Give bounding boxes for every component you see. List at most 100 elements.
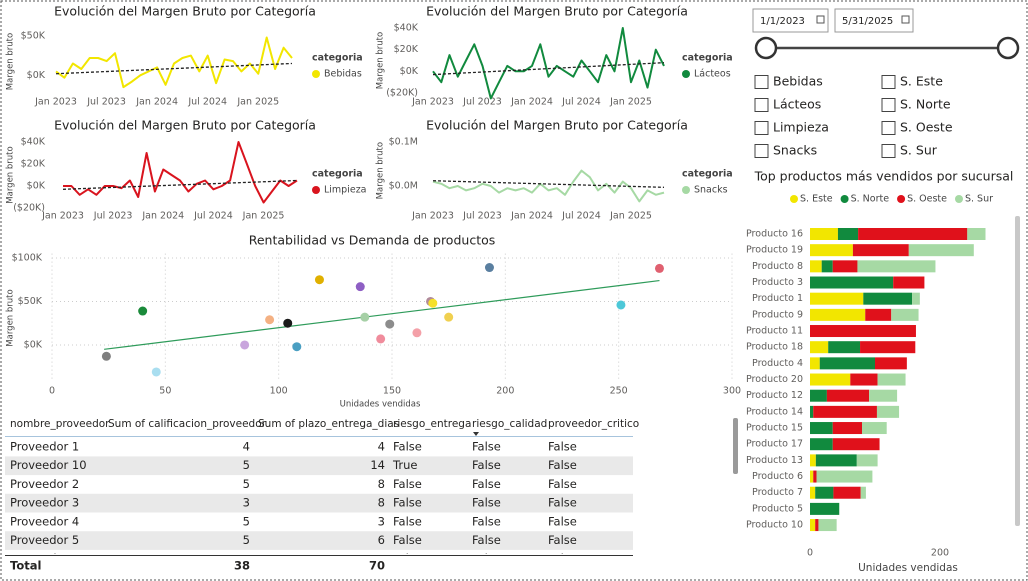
table-header[interactable]: Sum of calificacion_proveedor xyxy=(108,418,267,430)
bar-segment[interactable] xyxy=(826,389,870,402)
scatter-point[interactable] xyxy=(376,334,386,344)
checkbox-label[interactable]: S. Este xyxy=(900,74,943,89)
bar-segment[interactable] xyxy=(863,292,913,305)
scatter-point[interactable] xyxy=(385,319,395,329)
bar-segment[interactable] xyxy=(833,486,861,499)
scatter-point[interactable] xyxy=(444,312,454,322)
scatter-point[interactable] xyxy=(412,328,422,338)
scatter-point[interactable] xyxy=(355,282,365,292)
bar-segment[interactable] xyxy=(810,519,816,532)
bar-segment[interactable] xyxy=(810,389,827,402)
bar-segment[interactable] xyxy=(852,244,909,257)
checkbox[interactable] xyxy=(881,75,896,89)
bar-segment[interactable] xyxy=(891,308,919,321)
bar-segment[interactable] xyxy=(912,292,920,305)
scatter-point[interactable] xyxy=(616,300,626,310)
checkbox-label[interactable]: Lácteos xyxy=(773,97,821,112)
bar-segment[interactable] xyxy=(810,470,814,483)
checkbox[interactable] xyxy=(754,98,769,112)
bar-segment[interactable] xyxy=(810,422,833,435)
bar-segment[interactable] xyxy=(810,486,816,499)
checkbox[interactable] xyxy=(754,121,769,135)
table-header[interactable]: nombre_proveedor xyxy=(10,418,110,430)
date-input[interactable] xyxy=(752,8,829,33)
bar-segment[interactable] xyxy=(810,260,822,273)
bar-segment[interactable] xyxy=(828,341,861,354)
scatter-point[interactable] xyxy=(240,340,250,350)
bar-segment[interactable] xyxy=(815,454,857,467)
bar-segment[interactable] xyxy=(862,422,887,435)
scatter-point[interactable] xyxy=(101,351,111,361)
bar-segment[interactable] xyxy=(810,502,840,515)
bar-segment[interactable] xyxy=(815,519,819,532)
bar-segment[interactable] xyxy=(860,341,916,354)
bar-segment[interactable] xyxy=(810,244,853,257)
scatter-point[interactable] xyxy=(292,342,302,352)
table-scrollbar[interactable] xyxy=(733,418,738,474)
bar-segment[interactable] xyxy=(810,357,820,370)
checkbox[interactable] xyxy=(881,144,896,158)
bar-segment[interactable] xyxy=(850,373,878,386)
scatter-point[interactable] xyxy=(151,367,161,377)
bar-segment[interactable] xyxy=(858,228,968,240)
bar-segment[interactable] xyxy=(810,325,916,338)
scatter-point[interactable] xyxy=(138,306,148,316)
bar-segment[interactable] xyxy=(893,276,925,289)
scatter-point[interactable] xyxy=(484,263,494,273)
bar-segment[interactable] xyxy=(816,470,873,483)
bar-segment[interactable] xyxy=(876,405,900,418)
checkbox-label[interactable]: S. Norte xyxy=(900,97,951,112)
bar-segment[interactable] xyxy=(865,308,892,321)
checkbox[interactable] xyxy=(881,98,896,112)
bar-scrollbar[interactable] xyxy=(1015,216,1020,526)
scatter-point[interactable] xyxy=(314,275,324,285)
bar-segment[interactable] xyxy=(821,260,833,273)
bar-segment[interactable] xyxy=(815,486,834,499)
table-header[interactable]: riesgo_calidad xyxy=(472,418,547,430)
bar-segment[interactable] xyxy=(856,454,878,467)
table-header[interactable]: Sum of plazo_entrega_dias xyxy=(258,418,399,430)
bar-segment[interactable] xyxy=(832,260,858,273)
bar-segment[interactable] xyxy=(810,373,851,386)
bar-segment[interactable] xyxy=(869,389,898,402)
bar-segment[interactable] xyxy=(857,260,936,273)
bar-segment[interactable] xyxy=(818,519,837,532)
bar-segment[interactable] xyxy=(819,357,875,370)
bar-segment[interactable] xyxy=(810,405,814,418)
scatter-point[interactable] xyxy=(654,263,664,273)
bar-segment[interactable] xyxy=(810,438,833,451)
scatter-point[interactable] xyxy=(360,312,370,322)
bar-segment[interactable] xyxy=(813,470,817,483)
checkbox-label[interactable]: Limpieza xyxy=(773,120,829,135)
bar-segment[interactable] xyxy=(832,438,880,451)
checkbox-label[interactable]: Bebidas xyxy=(773,74,823,89)
table-header[interactable]: proveedor_critico xyxy=(548,418,639,430)
checkbox[interactable] xyxy=(754,75,769,89)
bar-segment[interactable] xyxy=(810,454,816,467)
bar-segment[interactable] xyxy=(875,357,907,370)
scatter-point[interactable] xyxy=(265,315,275,325)
bar-segment[interactable] xyxy=(908,244,974,257)
checkbox[interactable] xyxy=(881,121,896,135)
table-header[interactable]: riesgo_entrega xyxy=(393,418,471,430)
date-input[interactable] xyxy=(834,8,914,33)
scatter-point[interactable] xyxy=(428,298,438,308)
bar-segment[interactable] xyxy=(877,373,906,386)
bar-segment[interactable] xyxy=(810,276,894,289)
bar-segment[interactable] xyxy=(810,292,864,305)
scatter-point[interactable] xyxy=(283,318,293,328)
bar-segment[interactable] xyxy=(810,228,838,240)
bar-segment[interactable] xyxy=(860,486,866,499)
bar-segment[interactable] xyxy=(810,308,866,321)
bar-segment[interactable] xyxy=(810,341,829,354)
checkbox-label[interactable]: S. Oeste xyxy=(900,120,953,135)
checkbox-label[interactable]: S. Sur xyxy=(900,143,938,158)
slider-handle[interactable] xyxy=(754,36,778,60)
checkbox-label[interactable]: Snacks xyxy=(773,143,817,158)
bar-segment[interactable] xyxy=(813,405,877,418)
bar-segment[interactable] xyxy=(832,422,862,435)
bar-segment[interactable] xyxy=(967,228,986,240)
bar-segment[interactable] xyxy=(837,228,859,240)
checkbox[interactable] xyxy=(754,144,769,158)
slider-handle[interactable] xyxy=(996,36,1020,60)
